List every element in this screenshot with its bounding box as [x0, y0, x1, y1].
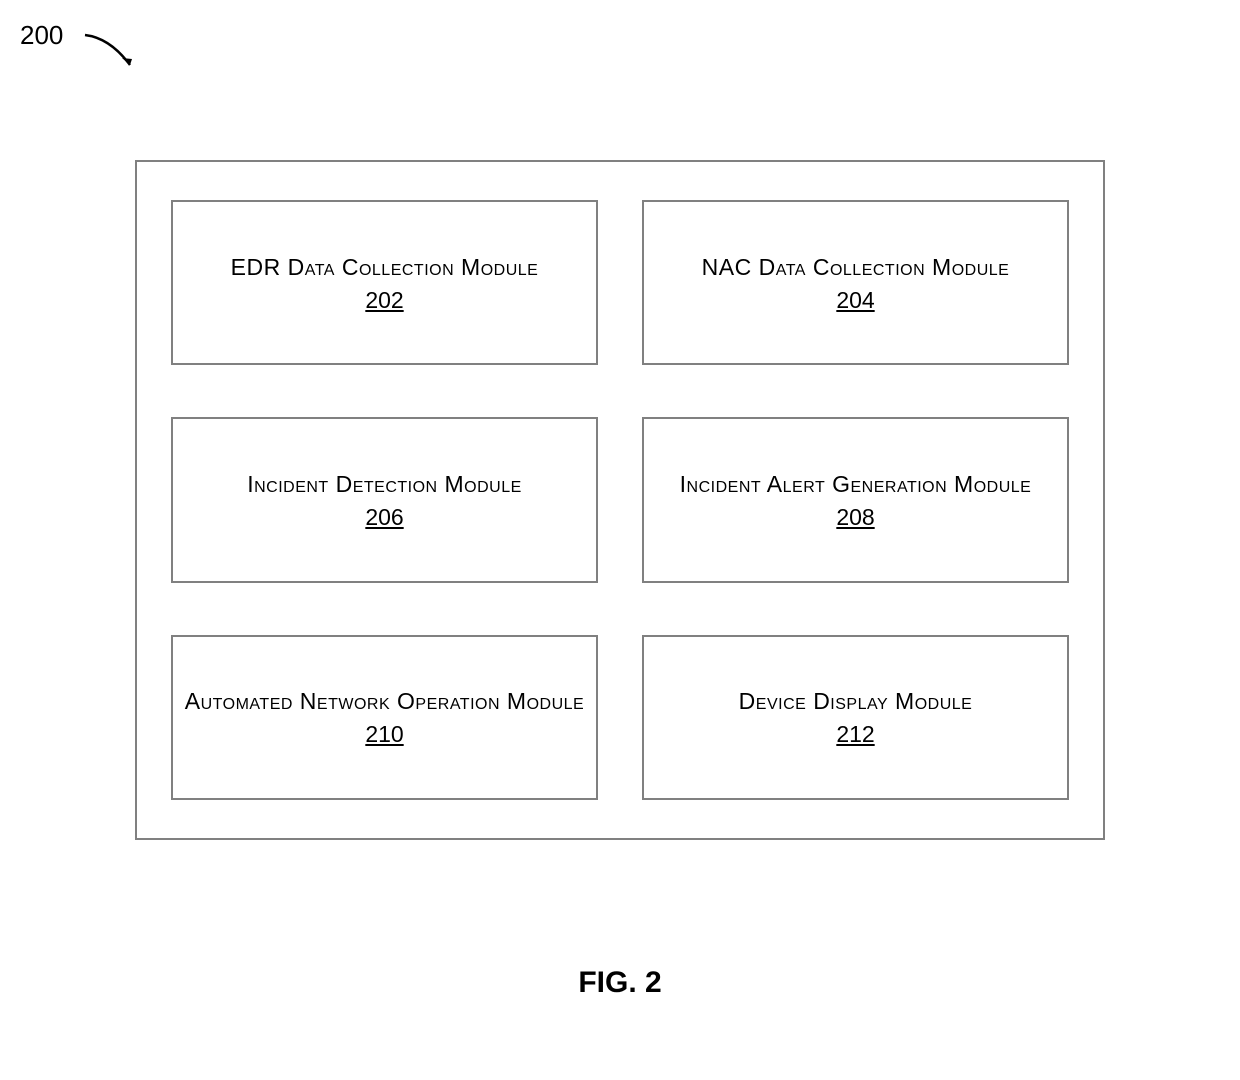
module-number: 210: [365, 721, 403, 748]
pointer-arrow: [80, 30, 150, 90]
module-device-display: Device Display Module 212: [642, 635, 1069, 800]
figure-label: 200: [20, 20, 63, 51]
module-number: 208: [836, 504, 874, 531]
module-number: 204: [836, 287, 874, 314]
module-edr-data-collection: EDR Data Collection Module 202: [171, 200, 598, 365]
modules-container: EDR Data Collection Module 202 NAC Data …: [135, 160, 1105, 840]
module-incident-detection: Incident Detection Module 206: [171, 417, 598, 582]
module-automated-network-operation: Automated Network Operation Module 210: [171, 635, 598, 800]
module-number: 212: [836, 721, 874, 748]
module-title: EDR Data Collection Module: [231, 252, 539, 283]
module-title: Device Display Module: [739, 686, 973, 717]
module-title: Incident Detection Module: [247, 469, 522, 500]
module-number: 206: [365, 504, 403, 531]
module-number: 202: [365, 287, 403, 314]
module-incident-alert-generation: Incident Alert Generation Module 208: [642, 417, 1069, 582]
module-nac-data-collection: NAC Data Collection Module 204: [642, 200, 1069, 365]
figure-caption: FIG. 2: [578, 966, 661, 1000]
module-title: NAC Data Collection Module: [702, 252, 1010, 283]
module-title: Automated Network Operation Module: [185, 686, 584, 717]
module-title: Incident Alert Generation Module: [680, 469, 1032, 500]
